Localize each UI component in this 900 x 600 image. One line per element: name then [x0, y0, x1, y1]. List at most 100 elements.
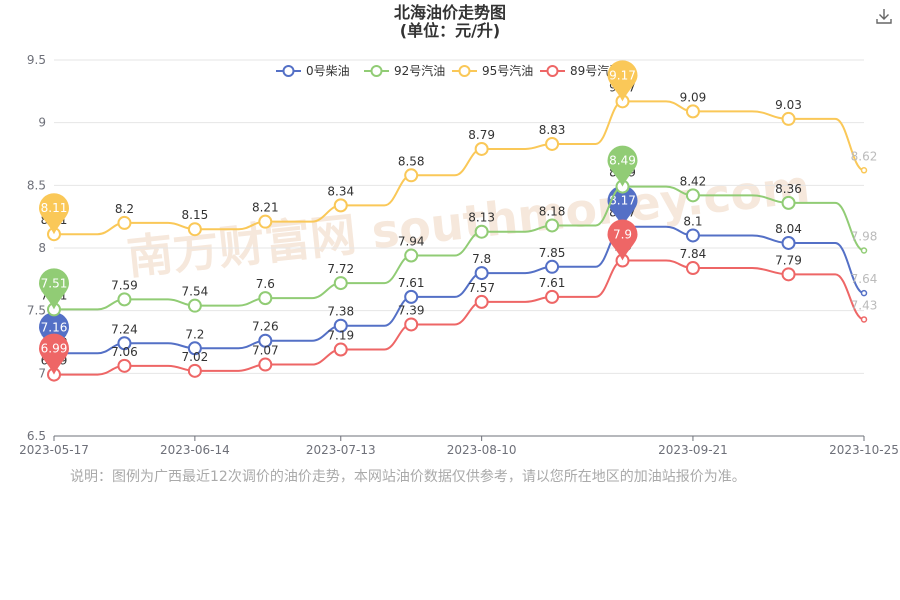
data-label: 7.61	[398, 276, 425, 290]
max-marker-1-pin-label: 8.49	[609, 154, 636, 168]
min-marker-2-pin-label: 8.11	[41, 201, 68, 215]
data-label: 8.15	[182, 208, 209, 222]
data-point	[781, 111, 796, 126]
legend-marker-0	[282, 65, 295, 77]
max-marker-0-pin-label: 8.17	[609, 194, 636, 208]
data-label: 7.02	[182, 350, 209, 364]
data-label: 7.07	[252, 344, 279, 358]
data-point	[404, 168, 419, 183]
data-point	[781, 235, 796, 250]
data-point	[333, 276, 348, 291]
data-point	[333, 198, 348, 213]
data-point	[545, 218, 560, 233]
data-label: 9.09	[680, 90, 707, 104]
data-point	[474, 224, 489, 239]
data-point	[187, 222, 202, 237]
data-point	[685, 188, 700, 203]
data-point	[187, 298, 202, 313]
x-tick-label: 2023-10-25	[829, 443, 899, 457]
data-point	[474, 141, 489, 156]
data-label: 7.54	[182, 285, 209, 299]
legend-label-0: 0号柴油	[306, 64, 350, 78]
data-label: 8.13	[468, 211, 495, 225]
data-label: 7.57	[468, 281, 495, 295]
data-point	[685, 104, 700, 119]
data-label: 7.79	[775, 253, 802, 267]
y-tick-label: 8	[38, 241, 46, 255]
data-label: 7.26	[252, 320, 279, 334]
data-label: 7.8	[472, 252, 491, 266]
data-point	[545, 289, 560, 304]
x-tick-label: 2023-07-13	[306, 443, 376, 457]
data-point	[685, 261, 700, 276]
chart-note: 说明：图例为广西最近12次调价的油价走势，本网站油价数据仅供参考，请以您所在地区…	[70, 469, 746, 485]
data-point	[860, 167, 868, 174]
max-marker-3-pin-label: 7.9	[613, 228, 632, 242]
data-label: 7.2	[185, 327, 204, 341]
data-point	[474, 266, 489, 281]
data-point	[258, 333, 273, 348]
data-label: 7.6	[256, 277, 275, 291]
data-label: 7.64	[851, 272, 878, 286]
legend-marker-1	[370, 65, 383, 77]
data-label: 7.38	[327, 305, 354, 319]
max-marker-0-pin	[607, 185, 638, 227]
legend-label-1: 92号汽油	[394, 63, 445, 78]
min-marker-0-pin-label: 7.16	[41, 320, 68, 334]
data-point	[404, 248, 419, 263]
min-marker-1-pin-label: 7.51	[41, 276, 68, 290]
legend-marker-2	[458, 65, 471, 77]
max-marker-1-pin	[607, 145, 638, 187]
max-marker-2-pin-label: 9.17	[609, 68, 636, 82]
data-point	[404, 289, 419, 304]
data-label: 7.98	[851, 230, 878, 244]
data-label: 7.59	[111, 278, 138, 292]
data-point	[117, 336, 132, 351]
y-tick-label: 9	[38, 116, 46, 130]
data-label: 7.84	[680, 247, 707, 261]
data-label: 7.39	[398, 303, 425, 317]
data-label: 8.58	[398, 154, 425, 168]
data-label: 7.85	[539, 246, 566, 260]
data-point	[404, 317, 419, 332]
data-point	[781, 195, 796, 210]
data-label: 7.06	[111, 345, 138, 359]
y-tick-label: 6.5	[27, 429, 46, 443]
chart-title: 北海油价走势图 (单位：元/升)	[0, 4, 900, 40]
data-label: 8.04	[775, 222, 802, 236]
data-point	[117, 358, 132, 373]
min-marker-2-pin	[39, 193, 69, 235]
data-point	[545, 136, 560, 151]
data-label: 7.72	[327, 262, 354, 276]
data-label: 8.2	[115, 202, 134, 216]
data-label: 7.43	[851, 298, 878, 312]
data-label: 8.18	[539, 204, 566, 218]
data-point	[117, 215, 132, 230]
min-marker-3-pin-label: 6.99	[41, 342, 68, 356]
data-label: 8.36	[775, 182, 802, 196]
data-point	[117, 292, 132, 307]
data-label: 7.19	[327, 329, 354, 343]
min-marker-0-pin	[39, 312, 69, 354]
max-marker-3-pin	[607, 219, 638, 261]
chart-subtitle: (单位：元/升)	[399, 21, 501, 40]
data-label: 8.1	[683, 214, 702, 228]
x-tick-label: 2023-08-10	[447, 443, 517, 457]
data-label: 8.79	[468, 128, 495, 142]
data-point	[860, 289, 868, 297]
y-tick-label: 7	[38, 366, 46, 380]
legend-marker-3	[546, 65, 559, 77]
data-label: 7.61	[539, 276, 566, 290]
download-icon[interactable]	[874, 6, 894, 26]
download-icon-glyph	[876, 9, 892, 24]
data-label: 8.34	[327, 184, 354, 198]
data-point	[333, 342, 348, 357]
y-tick-label: 8.5	[27, 178, 46, 192]
x-tick-label: 2023-06-14	[160, 443, 230, 457]
y-tick-label: 7.5	[27, 304, 46, 318]
data-point	[258, 214, 273, 229]
data-label: 7.94	[398, 235, 425, 249]
data-point	[474, 294, 489, 309]
data-label: 9.03	[775, 98, 802, 112]
